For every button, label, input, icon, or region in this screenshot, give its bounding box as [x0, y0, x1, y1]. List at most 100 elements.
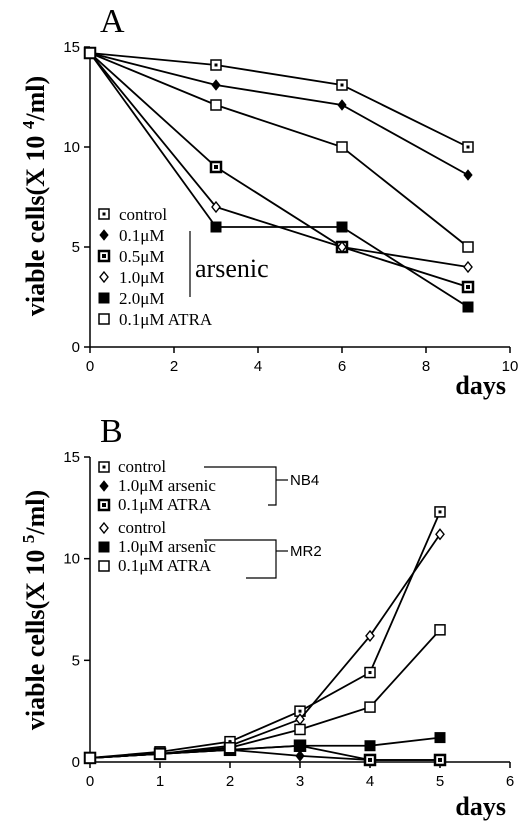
panel-b-legend-marker-3-shape [99, 521, 109, 535]
panel-a-arsenic-group-label: arsenic [195, 254, 269, 283]
panel-a-series-1-point-2 [337, 99, 347, 111]
panel-a-series-3-point-1 [211, 200, 221, 214]
panel-b-series-2-point-5-dot [438, 757, 442, 762]
panel-a-label: A [100, 3, 125, 40]
panel-b-legend-marker-1-shape [99, 480, 109, 492]
panel-a-legend-marker-1-shape [99, 229, 109, 241]
panel-b-legend-label-5: 0.1μM ATRA [118, 556, 212, 575]
panel-b: B viable cells(X 10 5/ml) days 0 1 2 3 4 5 6 0 5… [19, 413, 514, 821]
panel-a-legend-marker-0-dot [102, 212, 106, 216]
panel-a-series-5-point-2-shape [336, 141, 348, 153]
panel-a-series-2-point-1-dot [214, 165, 218, 169]
panel-a-legend-marker-2-dot [102, 254, 106, 258]
panel-b-series-0-point-5-dot [438, 510, 442, 514]
panel-b-series-5-point-4 [364, 701, 376, 713]
panel-a-series-0-point-2-dot [340, 83, 344, 87]
panel-b-y-tick-label-1: 5 [72, 652, 80, 669]
panel-b-label: B [100, 413, 123, 450]
panel-a-y-axis-title: viable cells(X 10 4/ml) [19, 76, 50, 316]
panel-b-series-5-point-2 [224, 742, 236, 754]
panel-a-axes: 0 2 4 6 8 10 0 5 10 15 [63, 39, 518, 375]
panel-a: A viable cells(X 10 4/ml) days 0 2 4 6 8 10 0 5… [19, 3, 518, 400]
panel-a-series-1-point-1 [211, 79, 221, 91]
panel-b-series-5-point-3 [294, 723, 306, 736]
panel-a-series-4-point-3-shape [462, 301, 474, 313]
panel-a-series-1-point-1-shape [211, 79, 221, 91]
panel-b-x-axis-title: days [455, 792, 506, 821]
panel-b-series-5-point-2-shape [224, 742, 236, 754]
panel-a-series-5-point-1-shape [210, 99, 222, 111]
panel-b-series-5-point-5 [434, 624, 446, 636]
panel-b-series-3-point-5-shape [435, 528, 445, 541]
panel-a-series-0-point-1 [210, 59, 222, 71]
panel-b-legend-marker-3 [99, 521, 109, 535]
panel-b-legend-marker-0 [98, 461, 110, 473]
panel-a-series-line-0 [89, 52, 469, 148]
panel-b-legend-label-3: control [118, 518, 166, 537]
panel-b-series-3-point-4 [365, 629, 375, 643]
panel-b-legend-marker-2-dot [102, 503, 106, 507]
panel-a-series-5-point-3-shape [462, 241, 474, 253]
panel-b-legend-label-1: 1.0μM arsenic [118, 476, 216, 495]
panel-a-legend-label-2: 0.5μM [119, 247, 164, 266]
panel-b-series-3-point-4-shape [365, 629, 375, 643]
panel-b-y-tick-label-0: 0 [72, 754, 80, 771]
panel-b-series-4-point-3 [294, 740, 306, 752]
panel-a-series-5-point-1 [210, 99, 222, 111]
panel-b-legend-label-4: 1.0μM arsenic [118, 537, 216, 556]
panel-b-legend-marker-1 [99, 480, 109, 492]
panel-a-legend-label-4: 2.0μM [119, 289, 164, 308]
panel-b-series-4-point-4-shape [364, 740, 376, 752]
panel-b-group-label-mr2: MR2 [290, 543, 322, 560]
panel-b-series-0-point-4 [364, 666, 376, 679]
panel-a-x-tick-label-4: 8 [422, 358, 430, 375]
panel-b-y-tick-label-2: 10 [63, 551, 80, 568]
panel-b-series-1-point-3-shape [295, 750, 305, 762]
panel-a-y-tick-label-0: 0 [72, 339, 80, 356]
panel-b-x-tick-label-3: 3 [296, 773, 304, 790]
panel-a-legend-marker-5-shape [98, 313, 110, 325]
panel-b-series-0-point-4-dot [368, 671, 372, 675]
panel-a-x-tick-label-5: 10 [502, 358, 519, 375]
panel-b-y-tick-label-3: 15 [63, 449, 80, 466]
panel-a-series-4-point-1-shape [210, 221, 222, 233]
panel-a-legend-marker-0 [98, 208, 110, 220]
panel-a-x-tick-label-3: 6 [338, 358, 346, 375]
panel-b-series-2-point-4 [363, 753, 377, 767]
panel-b-series-1-point-3 [295, 750, 305, 762]
panel-a-series-4-point-3 [462, 301, 474, 313]
panel-a-x-tick-label-2: 4 [254, 358, 262, 375]
panel-a-series-1-point-3 [463, 169, 473, 181]
panel-a-series-1-point-3-shape [463, 169, 473, 181]
panel-a-series-5-point-0 [84, 47, 96, 59]
panel-b-lines [83, 506, 447, 767]
panel-a-x-tick-label-1: 2 [170, 358, 178, 375]
panel-a-legend-label-0: control [119, 205, 167, 224]
panel-a-legend-label-5: 0.1μM ATRA [119, 310, 213, 329]
panel-b-nb4-bracket [204, 466, 277, 506]
panel-a-y-tick-label-1: 5 [72, 239, 80, 256]
panel-b-series-5-point-0-shape [84, 752, 96, 764]
panel-b-series-4-point-4 [364, 740, 376, 752]
panel-a-legend-marker-3-shape [99, 270, 109, 284]
panel-b-series-2-point-5 [433, 753, 447, 767]
panel-b-x-tick-label-5: 5 [436, 773, 444, 790]
panel-a-series-3-point-3 [463, 260, 473, 274]
panel-a-legend-marker-1 [99, 229, 109, 241]
panel-a-series-line-4 [89, 52, 469, 308]
panel-a-series-0-point-1-dot [214, 63, 218, 67]
panel-a-series-5-point-0-shape [84, 47, 96, 59]
panel-b-mr2-bracket [204, 539, 277, 579]
panel-b-x-tick-label-1: 1 [156, 773, 164, 790]
panel-b-series-5-point-0 [84, 752, 96, 764]
panel-a-series-2-point-1 [209, 160, 223, 174]
panel-b-legend-label-0: control [118, 457, 166, 476]
panel-b-group-label-nb4: NB4 [290, 472, 319, 489]
panel-b-series-5-point-1 [154, 748, 166, 760]
panel-a-lines [83, 46, 475, 313]
panel-b-series-0-point-3-dot [298, 709, 302, 713]
panel-a-y-tick-label-2: 10 [63, 139, 80, 156]
panel-b-legend-marker-5-shape [98, 560, 110, 572]
